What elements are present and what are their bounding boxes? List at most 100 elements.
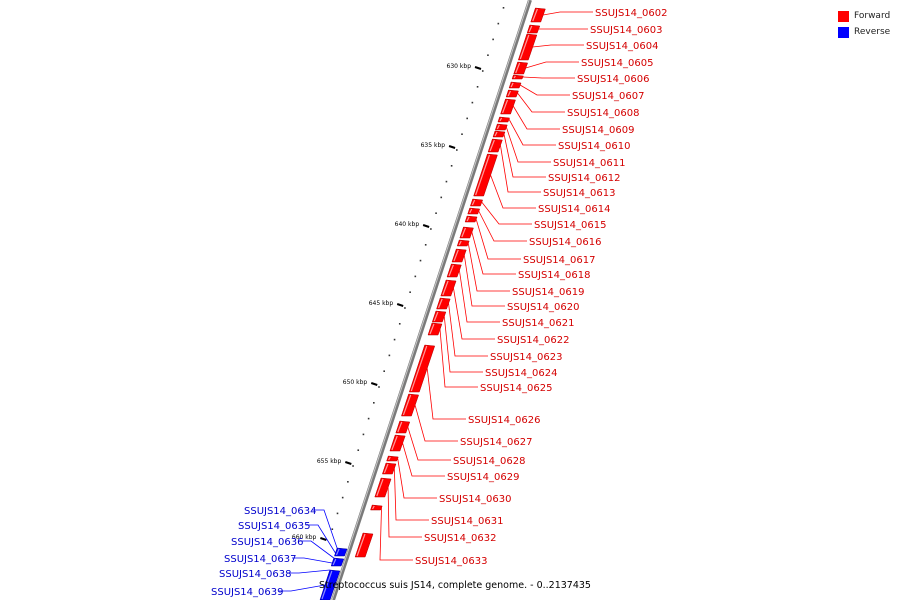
forward-gene-block-highlight [528,25,533,33]
forward-gene-label[interactable]: SSUJS14_0608 [567,108,640,119]
minor-tick [481,70,484,72]
forward-gene-block-highlight [437,298,443,309]
forward-gene-block [431,310,447,323]
forward-leader [478,210,527,242]
forward-gene-block-highlight [496,124,500,130]
forward-leader [503,133,546,178]
minor-tick [414,275,417,278]
forward-gene-label[interactable]: SSUJS14_0615 [534,220,607,231]
forward-gene-block-highlight [448,264,454,277]
forward-gene-block-highlight [515,62,521,74]
forward-gene-label[interactable]: SSUJS14_0618 [518,270,591,281]
reverse-gene-label[interactable]: SSUJS14_0637 [224,554,297,565]
forward-gene-label[interactable]: SSUJS14_0631 [431,516,504,527]
forward-gene-block-highlight [376,478,384,497]
forward-gene-label[interactable]: SSUJS14_0612 [548,173,621,184]
forward-gene-label[interactable]: SSUJS14_0616 [529,237,602,248]
legend-forward: Forward [838,8,898,24]
minor-tick [440,196,443,199]
reverse-swatch [838,26,849,38]
reverse-gene-block-highlight [332,558,337,566]
legend-reverse: Reverse [838,24,898,40]
forward-gene-label[interactable]: SSUJS14_0605 [581,58,654,69]
axis-ticks: 630 kbp 635 kbp 640 kbp 645 kbp 650 kbp 655 k… [292,7,505,541]
forward-leader [426,367,466,420]
forward-gene-label[interactable]: SSUJS14_0624 [485,368,558,379]
forward-gene-block [382,462,397,475]
forward-gene-label[interactable]: SSUJS14_0622 [497,335,570,346]
forward-leader [519,84,570,96]
forward-gene-block [427,322,443,336]
tick-label: 660 kbp [292,534,317,541]
forward-gene-label[interactable]: SSUJS14_0611 [553,158,626,169]
forward-gene-block [487,138,503,153]
forward-gene-label[interactable]: SSUJS14_0609 [562,125,635,136]
reverse-gene-label[interactable]: SSUJS14_0634 [244,506,317,517]
forward-gene-label[interactable]: SSUJS14_0623 [490,352,563,363]
forward-leader [393,467,429,521]
major-tick [320,537,327,541]
forward-gene-label[interactable]: SSUJS14_0625 [480,383,553,394]
reverse-gene-label[interactable]: SSUJS14_0638 [219,569,292,580]
forward-gene-block-highlight [410,345,428,392]
major-tick [474,66,482,70]
forward-gene-label[interactable]: SSUJS14_0626 [468,415,541,426]
forward-gene-label[interactable]: SSUJS14_0606 [577,74,650,85]
forward-gene-block-highlight [502,99,509,114]
minor-tick [336,512,339,515]
forward-gene-block-highlight [388,456,391,461]
gene-track [319,7,546,600]
forward-leader [448,302,488,357]
forward-leader [499,144,541,193]
forward-gene-block-highlight [499,117,503,122]
forward-gene-label[interactable]: SSUJS14_0607 [572,91,645,102]
legend-reverse-label: Reverse [854,27,891,37]
gene-labels: SSUJS14_0602 SSUJS14_0603 SSUJS14_0604 SSUJ… [211,8,668,598]
reverse-leader [292,557,333,564]
forward-gene-label[interactable]: SSUJS14_0629 [447,472,520,483]
forward-gene-label[interactable]: SSUJS14_0619 [512,287,585,298]
reverse-gene-label[interactable]: SSUJS14_0635 [238,521,311,532]
forward-leader [453,287,495,340]
forward-gene-label[interactable]: SSUJS14_0632 [424,533,497,544]
forward-gene-block [508,81,522,89]
minor-tick [383,370,385,372]
forward-leader [517,92,565,113]
minor-tick [357,449,360,451]
forward-gene-label[interactable]: SSUJS14_0627 [460,437,533,448]
minor-tick [424,244,427,246]
reverse-leader [312,509,338,549]
major-tick [448,145,456,149]
forward-gene-label[interactable]: SSUJS14_0621 [502,318,575,329]
forward-gene-block [451,248,467,263]
major-tick [422,224,430,228]
tick-label: 650 kbp [343,379,368,386]
forward-gene-label[interactable]: SSUJS14_0603 [590,25,663,36]
forward-gene-label[interactable]: SSUJS14_0630 [439,494,512,505]
reverse-gene-label[interactable]: SSUJS14_0639 [211,587,284,598]
genome-backbone [331,0,532,600]
forward-leader [525,61,579,69]
forward-gene-label[interactable]: SSUJS14_0604 [586,41,659,52]
forward-gene-block-highlight [397,421,403,433]
forward-gene-label[interactable]: SSUJS14_0613 [543,188,616,199]
minor-tick [461,133,463,135]
forward-gene-label[interactable]: SSUJS14_0620 [507,302,580,313]
reverse-gene-label[interactable]: SSUJS14_0636 [231,537,304,548]
forward-gene-block-highlight [469,208,473,214]
forward-gene-label[interactable]: SSUJS14_0633 [415,556,488,567]
forward-gene-label[interactable]: SSUJS14_0617 [523,255,596,266]
minor-tick [341,496,344,499]
forward-gene-block [513,61,528,75]
forward-gene-label[interactable]: SSUJS14_0602 [595,8,668,19]
forward-gene-block-highlight [429,323,435,335]
tick-label: 655 kbp [317,458,342,465]
forward-gene-label[interactable]: SSUJS14_0610 [558,141,631,152]
forward-gene-block-highlight [507,90,511,97]
forward-gene-block-highlight [494,131,498,137]
minor-tick [456,149,458,151]
forward-gene-label[interactable]: SSUJS14_0614 [538,204,611,215]
minor-tick [497,22,500,25]
label-leaders [279,11,593,592]
forward-gene-label[interactable]: SSUJS14_0628 [453,456,526,467]
